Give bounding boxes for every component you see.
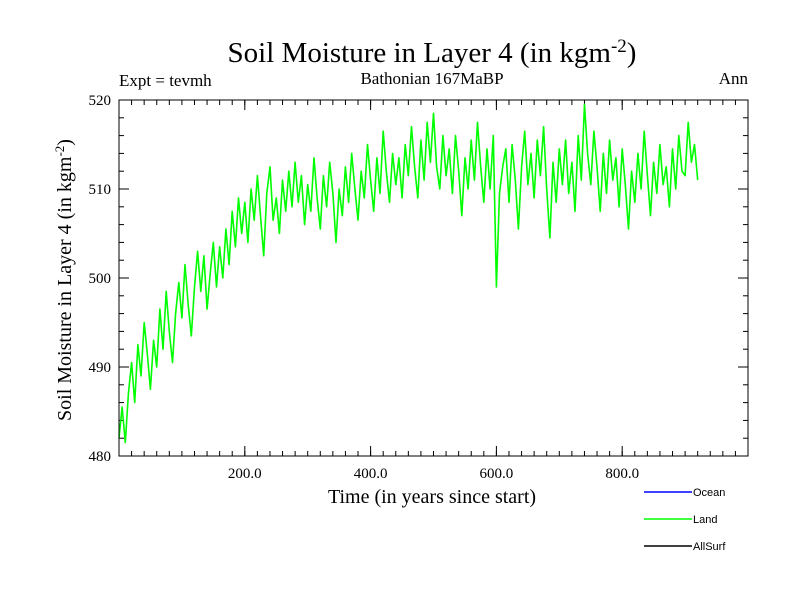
y-tick-label: 520 (89, 93, 112, 109)
chart-title-close: ) (627, 37, 637, 69)
x-axis-label: Time (in years since start) (328, 486, 536, 508)
x-tick-label: 800.0 (605, 466, 639, 482)
chart-title-superscript: -2 (611, 36, 627, 57)
axis-ticks (119, 99, 748, 457)
y-axis-label-text: Soil Moisture in Layer 4 (in kgm (54, 156, 76, 421)
tick-labels: 200.0 400.0 600.0 800.0 480 490 500 510 520 (89, 93, 640, 482)
x-tick-label: 600.0 (480, 466, 514, 482)
chart-title: Soil Moisture in Layer 4 (in kgm-2) (228, 36, 637, 70)
legend: Ocean Land AllSurf (644, 487, 726, 553)
y-axis-label-superscript: -2 (52, 146, 67, 157)
y-tick-label: 510 (89, 182, 112, 198)
plot-frame (118, 99, 749, 457)
y-tick-label: 500 (89, 271, 112, 287)
y-axis-label: Soil Moisture in Layer 4 (in kgm-2) (52, 139, 77, 421)
experiment-label: Expt = tevmh (119, 71, 212, 90)
x-tick-label: 200.0 (228, 466, 262, 482)
legend-label-ocean: Ocean (693, 487, 725, 499)
x-tick-label: 400.0 (354, 466, 388, 482)
series-layer (118, 103, 699, 444)
legend-label-land: Land (693, 514, 717, 526)
legend-label-allsurf: AllSurf (693, 541, 726, 553)
series-line-land (118, 103, 699, 444)
season-label: Ann (719, 69, 749, 88)
period-label: Bathonian 167MaBP (360, 69, 503, 88)
chart-title-text: Soil Moisture in Layer 4 (in kgm (228, 37, 612, 69)
y-tick-label: 480 (89, 449, 112, 465)
y-axis-label-close: ) (54, 139, 76, 146)
y-tick-label: 490 (89, 360, 112, 376)
